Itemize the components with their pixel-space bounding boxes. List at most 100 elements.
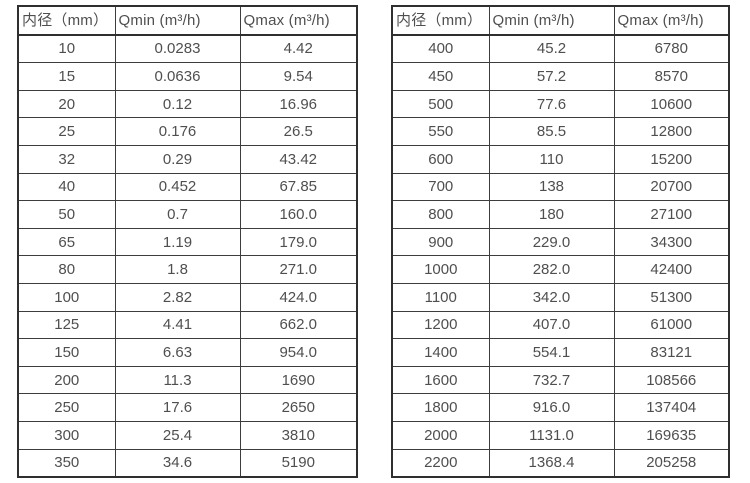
cell-diameter: 200	[17, 365, 116, 395]
cell-diameter: 150	[17, 338, 116, 367]
table-row: 125 4.41 662.0	[17, 310, 358, 340]
cell-diameter: 400	[391, 34, 490, 64]
cell-qmax: 51300	[613, 282, 730, 312]
cell-qmin: 0.176	[114, 117, 241, 146]
header-diameter: 内径（mm）	[17, 5, 116, 36]
table-row: 1000 282.0 42400	[391, 255, 730, 284]
cell-qmax: 26.5	[239, 117, 358, 146]
cell-qmin: 180	[488, 200, 615, 229]
cell-qmax: 160.0	[239, 200, 358, 229]
table-row: 1100 342.0 51300	[391, 282, 730, 312]
cell-qmax: 179.0	[239, 227, 358, 257]
table-row: 32 0.29 43.42	[17, 144, 358, 174]
cell-qmax: 20700	[613, 172, 730, 202]
cell-qmin: 0.452	[114, 172, 241, 202]
cell-qmax: 42400	[613, 255, 730, 284]
header-qmin: Qmin (m³/h)	[114, 5, 241, 36]
cell-diameter: 550	[391, 117, 490, 146]
cell-qmax: 271.0	[239, 255, 358, 284]
header-row: 内径（mm） Qmin (m³/h) Qmax (m³/h)	[17, 5, 358, 36]
flow-rate-table-small-diameters: 内径（mm） Qmin (m³/h) Qmax (m³/h) 10 0.0283 4.42…	[17, 5, 358, 479]
cell-diameter: 1100	[391, 282, 490, 312]
cell-qmin: 916.0	[488, 393, 615, 422]
header-diameter: 内径（mm）	[391, 5, 490, 36]
cell-qmin: 0.7	[114, 200, 241, 229]
cell-diameter: 50	[17, 200, 116, 229]
cell-diameter: 2000	[391, 420, 490, 450]
table-row: 700 138 20700	[391, 172, 730, 202]
cell-qmax: 5190	[239, 448, 358, 478]
cell-qmax: 67.85	[239, 172, 358, 202]
cell-qmax: 424.0	[239, 282, 358, 312]
cell-qmax: 8570	[613, 62, 730, 91]
cell-qmax: 9.54	[239, 62, 358, 91]
table-row: 100 2.82 424.0	[17, 282, 358, 312]
table-row: 150 6.63 954.0	[17, 338, 358, 367]
header-qmax: Qmax (m³/h)	[613, 5, 730, 36]
table-row: 400 45.2 6780	[391, 34, 730, 64]
table-row: 300 25.4 3810	[17, 420, 358, 450]
table-row: 40 0.452 67.85	[17, 172, 358, 202]
cell-qmax: 1690	[239, 365, 358, 395]
cell-diameter: 450	[391, 62, 490, 91]
cell-qmax: 27100	[613, 200, 730, 229]
cell-diameter: 80	[17, 255, 116, 284]
table-row: 50 0.7 160.0	[17, 200, 358, 229]
cell-diameter: 10	[17, 34, 116, 64]
cell-qmin: 11.3	[114, 365, 241, 395]
cell-qmin: 4.41	[114, 310, 241, 340]
table-row: 65 1.19 179.0	[17, 227, 358, 257]
cell-qmin: 45.2	[488, 34, 615, 64]
cell-qmin: 77.6	[488, 89, 615, 119]
cell-diameter: 1000	[391, 255, 490, 284]
header-row: 内径（mm） Qmin (m³/h) Qmax (m³/h)	[391, 5, 730, 36]
cell-qmax: 34300	[613, 227, 730, 257]
cell-qmin: 34.6	[114, 448, 241, 478]
cell-qmin: 554.1	[488, 338, 615, 367]
table-row: 450 57.2 8570	[391, 62, 730, 91]
cell-qmin: 6.63	[114, 338, 241, 367]
cell-qmin: 1.19	[114, 227, 241, 257]
cell-qmax: 61000	[613, 310, 730, 340]
cell-qmin: 0.12	[114, 89, 241, 119]
cell-qmin: 1.8	[114, 255, 241, 284]
cell-qmin: 282.0	[488, 255, 615, 284]
table-row: 20 0.12 16.96	[17, 89, 358, 119]
cell-qmin: 342.0	[488, 282, 615, 312]
table-row: 15 0.0636 9.54	[17, 62, 358, 91]
table-row: 500 77.6 10600	[391, 89, 730, 119]
cell-diameter: 900	[391, 227, 490, 257]
cell-qmax: 108566	[613, 365, 730, 395]
table-row: 2200 1368.4 205258	[391, 448, 730, 478]
cell-diameter: 1200	[391, 310, 490, 340]
cell-qmin: 25.4	[114, 420, 241, 450]
flow-rate-table-large-diameters: 内径（mm） Qmin (m³/h) Qmax (m³/h) 400 45.2 6780 4…	[391, 5, 730, 479]
cell-qmax: 15200	[613, 144, 730, 174]
cell-qmax: 4.42	[239, 34, 358, 64]
table-row: 200 11.3 1690	[17, 365, 358, 395]
cell-qmin: 0.0283	[114, 34, 241, 64]
cell-diameter: 700	[391, 172, 490, 202]
cell-qmin: 1368.4	[488, 448, 615, 478]
cell-diameter: 25	[17, 117, 116, 146]
cell-diameter: 2200	[391, 448, 490, 478]
table-row: 800 180 27100	[391, 200, 730, 229]
cell-qmin: 138	[488, 172, 615, 202]
table-row: 900 229.0 34300	[391, 227, 730, 257]
cell-diameter: 1400	[391, 338, 490, 367]
cell-qmin: 407.0	[488, 310, 615, 340]
header-qmin: Qmin (m³/h)	[488, 5, 615, 36]
cell-qmin: 229.0	[488, 227, 615, 257]
cell-diameter: 20	[17, 89, 116, 119]
table-row: 1400 554.1 83121	[391, 338, 730, 367]
table-row: 2000 1131.0 169635	[391, 420, 730, 450]
cell-qmin: 1131.0	[488, 420, 615, 450]
cell-qmax: 205258	[613, 448, 730, 478]
table-row: 10 0.0283 4.42	[17, 34, 358, 64]
cell-qmin: 110	[488, 144, 615, 174]
cell-diameter: 32	[17, 144, 116, 174]
cell-diameter: 1600	[391, 365, 490, 395]
cell-diameter: 800	[391, 200, 490, 229]
cell-diameter: 65	[17, 227, 116, 257]
